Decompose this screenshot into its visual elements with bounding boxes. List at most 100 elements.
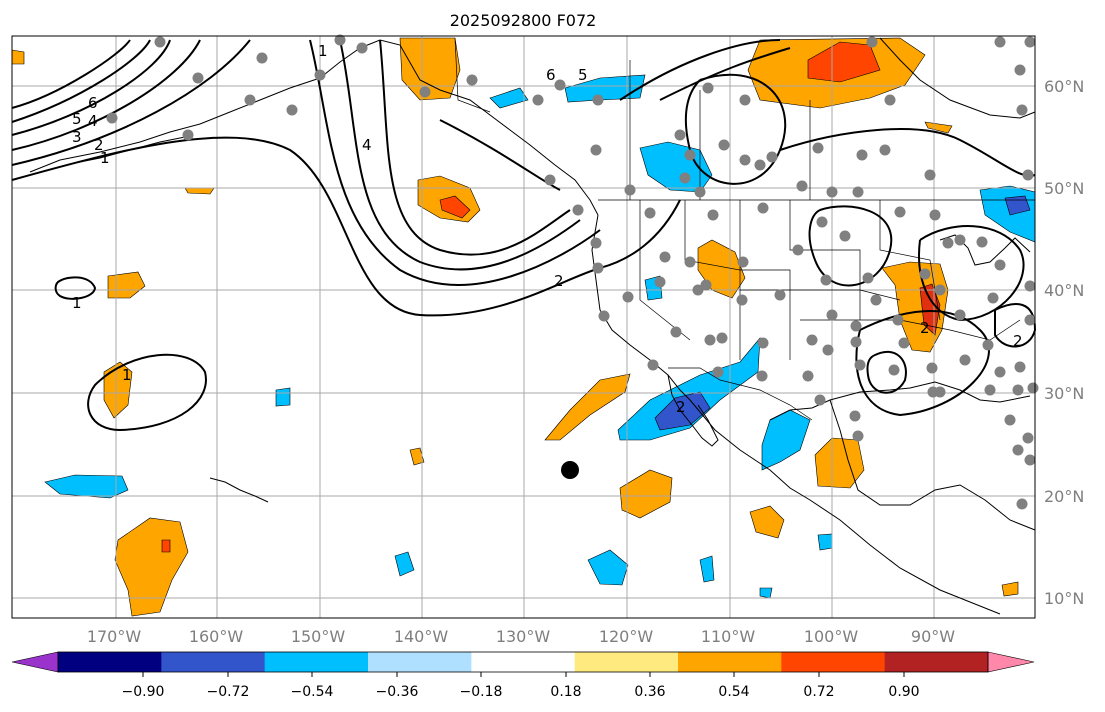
- station-dot: [182, 129, 194, 141]
- station-dot: [987, 292, 999, 304]
- station-dot: [592, 262, 604, 274]
- station-dot: [739, 94, 751, 106]
- mexico-gulf-coast: [829, 399, 1036, 531]
- station-dot: [1012, 444, 1024, 456]
- station-dot: [820, 274, 832, 286]
- station-dot: [888, 364, 900, 376]
- station-dot: [674, 129, 686, 141]
- station-dot: [814, 394, 826, 406]
- contour-label: 1: [72, 294, 82, 312]
- station-dot: [647, 359, 659, 371]
- lat-label: 30°N: [1044, 384, 1084, 403]
- station-dot: [622, 291, 634, 303]
- station-dot: [816, 216, 828, 228]
- colorbar-segment: [678, 652, 782, 672]
- contour-low-pacific: [87, 353, 207, 432]
- longitude-labels: 170°W 160°W 150°W 140°W 130°W 120°W 110°…: [87, 627, 955, 646]
- lon-label: 150°W: [291, 627, 346, 646]
- storm-center-marker: [561, 461, 579, 479]
- contour-ridge-2: [11, 39, 251, 166]
- contour-label: 4: [88, 112, 98, 130]
- station-dot: [826, 186, 838, 198]
- lon-label: 140°W: [394, 627, 449, 646]
- colorbar-tick-label: −0.72: [207, 684, 250, 700]
- station-dot: [334, 34, 346, 46]
- station-dot: [757, 337, 769, 349]
- station-dot: [192, 72, 204, 84]
- shade-canada-red: [807, 41, 881, 83]
- station-dot: [954, 234, 966, 246]
- station-dot: [994, 259, 1006, 271]
- station-dot: [942, 237, 954, 249]
- station-dot: [1024, 280, 1036, 292]
- station-dot: [644, 207, 656, 219]
- station-dot: [822, 344, 834, 356]
- contour-low-west: [54, 276, 97, 300]
- station-dot: [924, 169, 936, 181]
- station-dot: [419, 86, 431, 98]
- contour-great-lakes: [918, 225, 1025, 322]
- station-dot: [879, 144, 891, 156]
- station-dot: [898, 337, 910, 349]
- colorbar-tick-label: −0.90: [122, 684, 165, 700]
- lon-label: 160°W: [189, 627, 244, 646]
- lon-label: 100°W: [804, 627, 859, 646]
- colorbar-tick-labels: −0.90 −0.72 −0.54 −0.36 −0.18 0.18 0.36 …: [122, 684, 920, 700]
- station-dot: [716, 332, 728, 344]
- station-dot: [954, 309, 966, 321]
- station-dot: [1004, 414, 1016, 426]
- station-dot: [852, 186, 864, 198]
- contour-ridge-5: [11, 39, 151, 123]
- station-dot: [684, 256, 696, 268]
- contour-label: 4: [362, 136, 372, 154]
- station-dot: [849, 410, 861, 422]
- station-dot: [598, 310, 610, 322]
- contour-southeast: [855, 310, 990, 417]
- shade-alaska-cyan: [489, 87, 529, 109]
- station-dot: [806, 334, 818, 346]
- station-dot: [694, 186, 706, 198]
- station-dot: [1016, 498, 1028, 510]
- latitude-labels: 60°N 50°N 40°N 30°N 20°N 10°N: [1044, 77, 1084, 608]
- lon-label: 110°W: [701, 627, 756, 646]
- station-dot: [856, 149, 868, 161]
- contour-label: 2: [554, 272, 564, 290]
- canada-provinces: [629, 60, 811, 200]
- contour-label: 5: [578, 66, 588, 84]
- station-dot: [737, 256, 749, 268]
- shade-small-orange-1: [184, 187, 215, 195]
- shade-midwest-red: [919, 283, 941, 336]
- station-dot: [870, 294, 882, 306]
- shade-small-cyan-2: [275, 387, 291, 407]
- station-dot: [892, 314, 904, 326]
- colorbar-frame: [57, 651, 989, 673]
- colorbar-extend-right: [987, 651, 1035, 673]
- station-dot: [802, 370, 814, 382]
- shade-gulf-red: [439, 195, 471, 219]
- station-markers: [106, 34, 1039, 510]
- colorbar-tick-label: −0.54: [291, 684, 334, 700]
- colorbar-tick-label: 0.72: [803, 684, 834, 700]
- shade-small-orange-4: [409, 447, 425, 466]
- shade-mexico-cyan: [761, 409, 811, 471]
- contour-trough-1: [309, 39, 601, 286]
- colorbar-extend-left: [11, 651, 59, 673]
- station-dot: [994, 36, 1006, 48]
- station-dot: [929, 209, 941, 221]
- baja-peninsula: [667, 374, 719, 447]
- station-dot: [959, 354, 971, 366]
- station-dot: [862, 272, 874, 284]
- shade-small-cyan-1: [394, 551, 415, 577]
- station-dot: [984, 384, 996, 396]
- colorbar-segment: [368, 652, 472, 672]
- station-dot: [1022, 169, 1034, 181]
- shade-sw-cyan: [617, 337, 761, 441]
- station-dot: [707, 209, 719, 221]
- colorbar-tick-label: −0.18: [460, 684, 503, 700]
- colorbar-segment: [574, 652, 679, 672]
- shade-pacific-nw-orange: [107, 271, 146, 299]
- colorbar-segment: [161, 652, 266, 672]
- contour-east-2: [659, 47, 791, 101]
- contour-trough-3: [379, 39, 571, 256]
- station-dot: [590, 237, 602, 249]
